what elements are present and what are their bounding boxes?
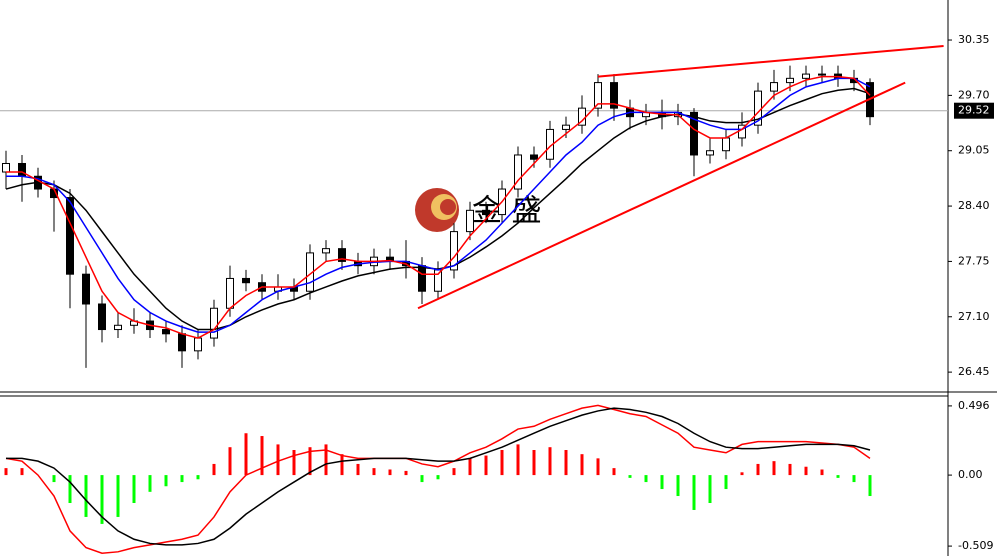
trendline	[417, 81, 906, 310]
candle-body	[466, 209, 474, 233]
candle-body	[530, 154, 538, 160]
moving-average	[5, 87, 871, 331]
candle-body	[98, 303, 106, 331]
candle-body	[594, 82, 602, 109]
candle-body	[818, 73, 826, 76]
y-tick-label: 27.10	[958, 310, 990, 323]
macd-line	[5, 404, 871, 554]
moving-average	[6, 77, 871, 333]
candle-body	[802, 73, 810, 79]
candle-body	[338, 248, 346, 262]
candle-body	[114, 324, 122, 331]
candle-body	[322, 248, 330, 254]
candle-body	[210, 307, 218, 339]
candle-body	[242, 277, 250, 284]
candle-body	[562, 124, 570, 130]
candle-body	[418, 265, 426, 292]
y-tick-label: 0.496	[958, 399, 990, 412]
last-price-box	[954, 102, 994, 119]
candle-body	[786, 77, 794, 84]
y-tick-label: 29.05	[958, 144, 990, 157]
candle-body	[610, 82, 618, 109]
moving-average	[6, 75, 871, 339]
y-tick-label: 30.35	[958, 33, 990, 46]
candle-body	[722, 137, 730, 152]
y-tick-label: 26.45	[958, 365, 990, 378]
candle-body	[66, 197, 74, 275]
candle-body	[18, 162, 26, 177]
y-tick-label: 27.75	[958, 254, 990, 267]
candle-body	[690, 111, 698, 156]
candle-body	[450, 231, 458, 271]
candle-body	[178, 333, 186, 352]
candle-body	[706, 150, 714, 156]
y-tick-label: 0.00	[958, 468, 983, 481]
candle-body	[514, 154, 522, 190]
trendline	[597, 44, 944, 78]
logo	[415, 188, 459, 232]
candle-body	[82, 273, 90, 305]
candle-body	[770, 82, 778, 92]
candle-body	[226, 277, 234, 309]
y-tick-label: -0.509	[958, 539, 993, 552]
macd-line	[6, 407, 871, 546]
candle-body	[194, 337, 202, 352]
candle-body	[2, 162, 10, 173]
last-price-label: 29.52	[958, 104, 990, 117]
candle-body	[162, 329, 170, 335]
y-tick-label: 29.70	[958, 88, 990, 101]
y-tick-label: 28.40	[958, 199, 990, 212]
candle-body	[482, 209, 490, 216]
